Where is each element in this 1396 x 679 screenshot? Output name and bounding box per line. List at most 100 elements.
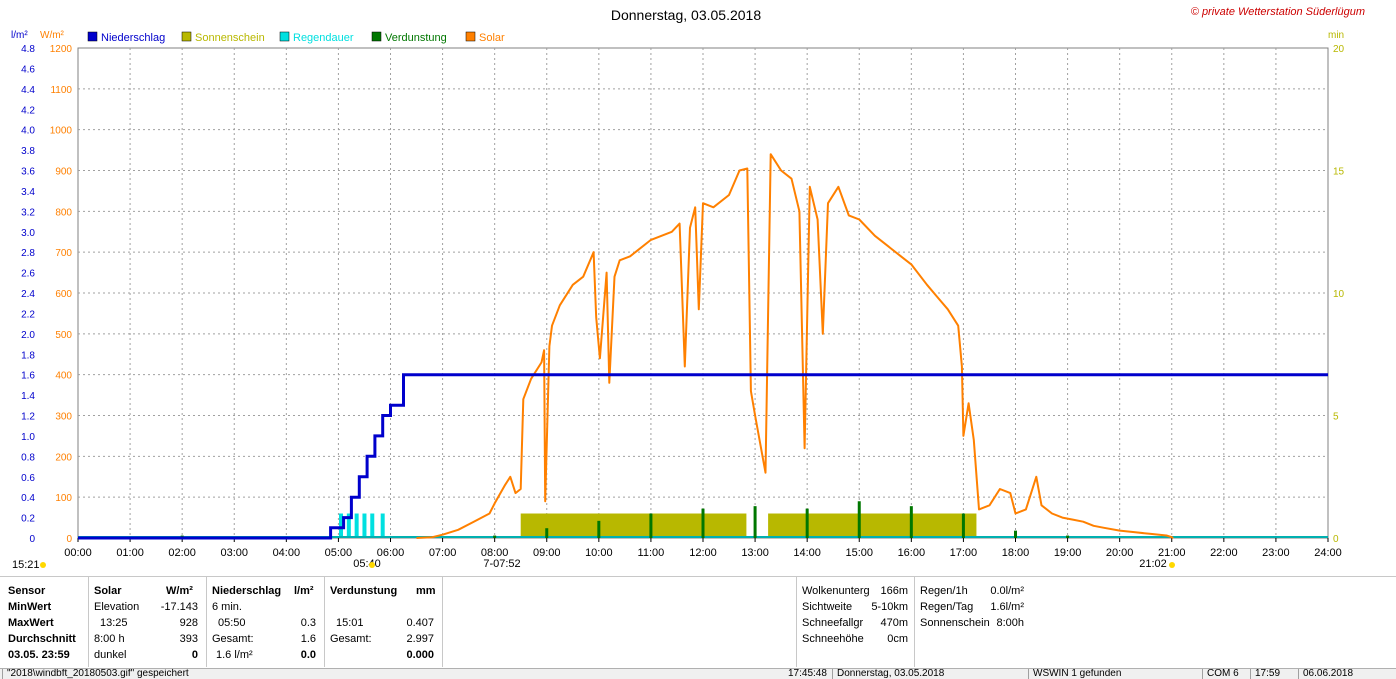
rain-header: Niederschlag — [212, 585, 282, 597]
cloud-base-label: Wolkenunterg — [802, 585, 870, 597]
rain-tick-label: 1.4 — [21, 391, 35, 402]
rain-tick-label: 4.8 — [21, 44, 35, 55]
solar-tick-label: 0 — [66, 534, 72, 545]
solar-now-label: dunkel — [94, 649, 127, 661]
rain-tick-label: 1.0 — [21, 432, 35, 443]
x-tick-label: 24:00 — [1314, 547, 1342, 559]
status-bar: "2018\windbft_20180503.gif" gespeichert … — [0, 668, 1396, 679]
solar-tick-label: 900 — [55, 167, 72, 178]
rain-tick-label: 2.6 — [21, 269, 35, 280]
solar-tick-label: 1000 — [50, 126, 73, 137]
x-tick-label: 07:00 — [429, 547, 457, 559]
minutes-tick-label: 15 — [1333, 167, 1345, 178]
legend-swatch — [465, 31, 476, 42]
rain-day-label: 1.6 l/m² — [216, 649, 253, 661]
low-sun-time: 7-07:52 — [483, 558, 520, 570]
solar-tick-label: 1200 — [50, 44, 73, 55]
rain-tick-label: 4.0 — [21, 126, 35, 137]
rain-1h-value: 0.0l/m² — [990, 585, 1024, 597]
legend-label: Regendauer — [293, 32, 354, 44]
x-tick-label: 01:00 — [116, 547, 144, 559]
x-tick-label: 03:00 — [220, 547, 248, 559]
solar-tick-label: 100 — [55, 493, 72, 504]
evap-now-value: 0.000 — [406, 649, 434, 661]
solar-tick-label: 200 — [55, 452, 72, 463]
evaporation-column: Verdunstung mm 15:01 0.407 Gesamt: 2.997… — [324, 577, 443, 667]
x-tick-label: 15:00 — [845, 547, 873, 559]
evap-max-value: 0.407 — [406, 617, 434, 629]
legend-swatch — [371, 31, 382, 42]
rain-tick-label: 2.2 — [21, 309, 35, 320]
evap-header: Verdunstung — [330, 585, 398, 597]
minutes-tick-label: 5 — [1333, 412, 1339, 423]
solar-tick-label: 600 — [55, 289, 72, 300]
solar-header: Solar — [94, 585, 122, 597]
solar-min-value: -17.143 — [160, 601, 198, 613]
x-tick-label: 13:00 — [741, 547, 769, 559]
rain-series — [78, 373, 1328, 540]
visibility-value: 5-10km — [871, 601, 908, 613]
legend-swatch — [181, 31, 192, 42]
sunshine-bar — [520, 513, 747, 538]
rain-tick-label: 3.4 — [21, 187, 35, 198]
legend-label: Sonnenschein — [195, 32, 265, 44]
rain-tick-label: 0.8 — [21, 452, 35, 463]
empty-column — [442, 577, 797, 667]
sunset-time: 21:02 — [1139, 558, 1167, 570]
weather-chart: Donnerstag, 03.05.2018 © private Wetters… — [11, 6, 1365, 571]
rain-tick-label: 3.2 — [21, 207, 35, 218]
x-tick-label: 17:00 — [950, 547, 978, 559]
x-tick-label: 11:00 — [638, 547, 665, 559]
rain-1h-label: Regen/1h — [920, 585, 968, 597]
snowfall-limit-value: 470m — [880, 617, 908, 629]
x-tick-label: 05:00 — [325, 547, 353, 559]
status-station: WSWIN 1 gefunden — [1028, 669, 1203, 679]
sunshine-bar — [768, 513, 977, 538]
solar-tick-label: 400 — [55, 371, 72, 382]
rain-tick-label: 0.4 — [21, 493, 35, 504]
solar-tick-label: 300 — [55, 412, 72, 423]
legend-swatch — [87, 31, 98, 42]
sun-marker-icon — [1169, 562, 1175, 568]
solar-tick-label: 800 — [55, 207, 72, 218]
status-today: 06.06.2018 — [1298, 669, 1393, 679]
sunshine-value: 8:00h — [996, 617, 1024, 629]
solar-now-value: 0 — [191, 649, 198, 661]
rain-tick-label: 1.6 — [21, 371, 35, 382]
x-tick-label: 09:00 — [533, 547, 561, 559]
x-tick-label: 08:00 — [481, 547, 509, 559]
copyright-label: © private Wetterstation Süderlügum — [1191, 6, 1365, 18]
solar-tick-label: 1100 — [50, 85, 72, 96]
x-tick-label: 06:00 — [377, 547, 405, 559]
visibility-label: Sichtweite — [802, 601, 853, 613]
snow-depth-value: 0cm — [887, 633, 908, 645]
status-save-time: 17:45:48 — [788, 668, 827, 679]
legend: Niederschlag Sonnenschein Regendauer Verdun… — [87, 31, 505, 44]
rain-tick-label: 4.4 — [21, 85, 35, 96]
rain-column: Niederschlag l/m² 6 min. 05:50 0.3 Gesam… — [206, 577, 325, 667]
rain-day-total-label: Regen/Tag — [920, 601, 974, 613]
rain-duration-bar — [380, 513, 385, 538]
x-tick-label: 14:00 — [793, 547, 821, 559]
rain-duration-bar — [346, 513, 351, 538]
snow-depth-label: Schneehöhe — [802, 633, 864, 645]
minutes-unit-label: min — [1328, 30, 1344, 41]
rain-max-value: 0.3 — [300, 617, 316, 629]
solar-unit-label: W/m² — [40, 30, 65, 41]
x-tick-label: 20:00 — [1106, 547, 1134, 559]
x-tick-label: 21:00 — [1158, 547, 1186, 559]
rain-unit: l/m² — [294, 585, 314, 597]
solar-unit: W/m² — [166, 585, 193, 597]
sun-marker-icon — [40, 562, 46, 568]
rain-day-total-value: 1.6l/m² — [990, 601, 1024, 613]
rain-tick-label: 2.8 — [21, 248, 35, 259]
rain-line — [78, 373, 1328, 540]
rain-tick-label: 1.2 — [21, 412, 35, 423]
rain-duration-bar — [370, 513, 375, 538]
evap-max-time: 15:01 — [336, 617, 364, 629]
status-message: "2018\windbft_20180503.gif" gespeichert — [2, 669, 827, 679]
rain-duration-bar — [354, 513, 359, 538]
rain-duration-bar — [362, 513, 367, 538]
legend-label: Verdunstung — [385, 32, 447, 44]
rain-total-label: Gesamt: — [212, 633, 254, 645]
